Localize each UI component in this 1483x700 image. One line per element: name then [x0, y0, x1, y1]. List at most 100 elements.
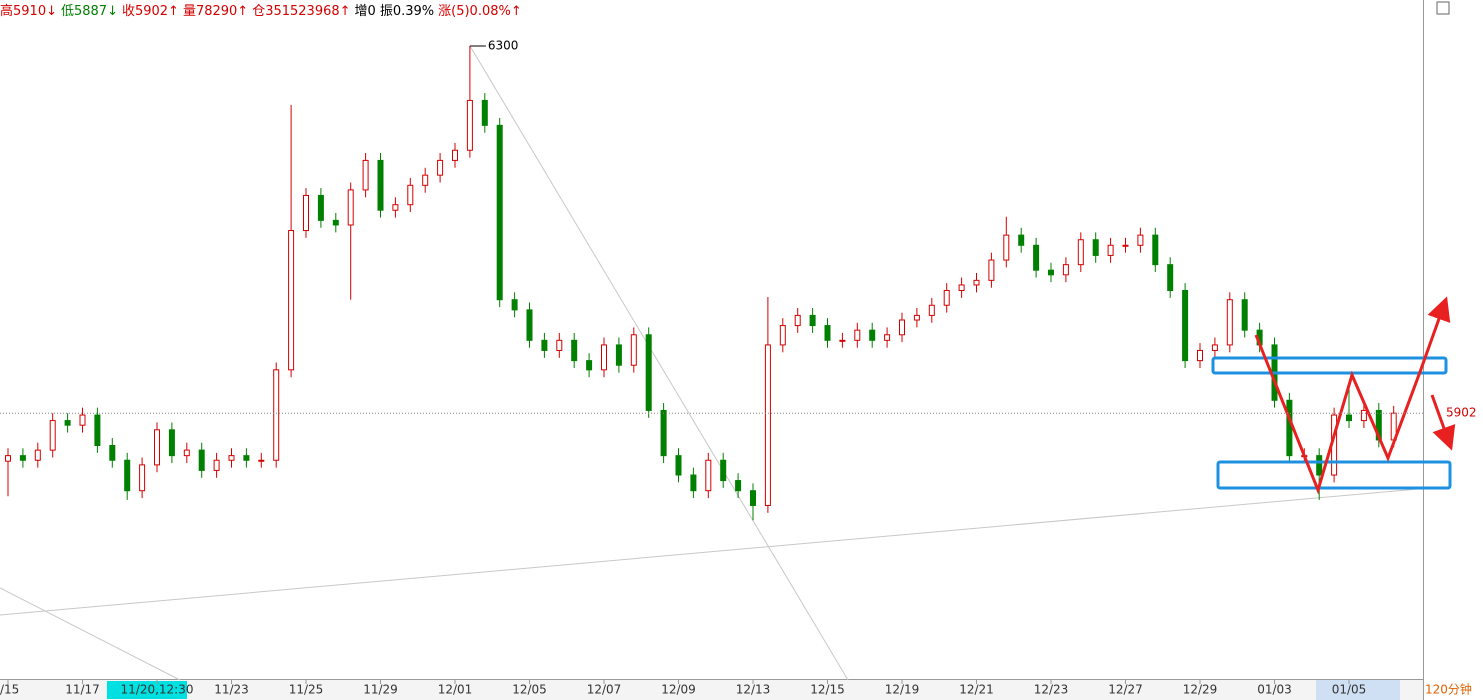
quote-header: 高5910↓ 低5887↓ 收5902↑ 量78290↑ 仓351523968↑ 增0 振0… [0, 3, 522, 19]
x-tick-label: 12/15 [810, 683, 845, 697]
window-button[interactable] [1436, 1, 1450, 15]
x-tick-label: 11/25 [289, 683, 324, 697]
x-tick-label: 11/23 [214, 683, 249, 697]
candle-body [1137, 234, 1144, 246]
x-tick-label: 01/03 [1257, 683, 1292, 697]
candle-body [794, 314, 801, 327]
x-tick-label: 12/29 [1183, 683, 1218, 697]
candle-body [720, 459, 727, 482]
candle-body [705, 459, 712, 492]
candle-body [943, 289, 950, 306]
candle-body [1197, 349, 1203, 362]
support-box [1216, 460, 1452, 490]
candle-body [1226, 299, 1233, 346]
trend-line [469, 45, 849, 681]
quote-field: 振0.39% [380, 4, 434, 19]
candle-body [839, 339, 846, 342]
candle-body [928, 304, 935, 316]
candle-body [139, 464, 146, 492]
candle-body [94, 414, 101, 446]
candle-body [273, 369, 280, 461]
x-tick-label: 12/13 [736, 683, 771, 697]
candle-body [660, 409, 667, 457]
candle-body [1286, 399, 1293, 457]
quote-field: 高5910↓ [0, 3, 57, 19]
x-tick-label: /15 [0, 683, 19, 697]
trend-line [0, 486, 1441, 616]
quote-field: 涨(5)0.08%↑ [438, 4, 522, 19]
candle-body [288, 230, 295, 371]
candle-body [5, 455, 11, 462]
candle-body [913, 314, 920, 321]
candle-body [1107, 244, 1114, 256]
candle-body [973, 279, 980, 286]
x-tick-label: 12/27 [1108, 683, 1143, 697]
max-label: 6300 [488, 38, 519, 52]
quote-field: 增0 [355, 4, 376, 19]
candle-body [958, 284, 965, 291]
x-tick-label: 01/05 [1332, 683, 1367, 697]
candle-body [407, 184, 414, 206]
candle-body [1018, 234, 1025, 246]
x-range-highlight [1316, 680, 1400, 700]
x-tick-label: 11/17 [65, 683, 100, 697]
candle-body [690, 474, 697, 492]
candle-body [526, 309, 533, 341]
quote-field: 仓351523968↑ [252, 4, 350, 19]
candle-body [630, 334, 637, 366]
candle-body [824, 325, 831, 341]
candle-body [228, 455, 235, 461]
candle-body [1316, 455, 1323, 476]
candle-body [422, 174, 429, 186]
candle-body [258, 459, 265, 462]
period-label: 120分钟 [1425, 682, 1472, 697]
candle-body [675, 455, 682, 476]
candle-body [586, 360, 593, 371]
candle-body [1122, 244, 1129, 247]
x-tick-label: 11/29 [363, 683, 398, 697]
candle-body [347, 189, 354, 226]
x-tick-label: 12/05 [512, 683, 547, 697]
candle-body [243, 455, 250, 461]
x-tick-label: 12/19 [885, 683, 920, 697]
candle-body [437, 159, 444, 176]
candle-body [854, 329, 861, 341]
candle-body [452, 149, 458, 161]
candle-body [1360, 409, 1367, 422]
candle-body [1346, 414, 1352, 422]
candle-body [764, 344, 771, 506]
x-tick-label: 12/23 [1034, 683, 1069, 697]
candle-body [571, 339, 578, 362]
resistance-box [1211, 356, 1448, 375]
forecast-arrow [1254, 334, 1422, 495]
candle-body [1092, 239, 1099, 256]
candle-body [615, 344, 622, 366]
candle-body [1003, 234, 1010, 261]
candle-body [556, 339, 563, 351]
candle-body [541, 339, 548, 351]
candle-body [1152, 234, 1159, 266]
candle-body [1077, 239, 1084, 266]
x-tick-label: 12/07 [587, 683, 622, 697]
candle-body [809, 314, 816, 327]
forecast-arrow [1418, 296, 1451, 373]
candle-body [303, 194, 309, 232]
candle-body [899, 319, 905, 336]
x-tick-label: 12/21 [959, 683, 994, 697]
trend-line [0, 587, 181, 681]
quote-field: 收5902↑ [122, 4, 179, 19]
candle-body [154, 429, 160, 466]
candle-body [332, 219, 339, 226]
candle-body [1062, 264, 1069, 276]
candle-body [124, 459, 131, 492]
candle-body [496, 124, 503, 301]
candle-body [198, 449, 205, 471]
candle-body [481, 99, 488, 126]
candle-body [1241, 299, 1248, 331]
candle-body [735, 480, 742, 492]
x-cursor-highlight [107, 681, 187, 699]
candle-body [19, 455, 26, 461]
candle-body [183, 449, 190, 457]
candle-body [362, 159, 369, 191]
